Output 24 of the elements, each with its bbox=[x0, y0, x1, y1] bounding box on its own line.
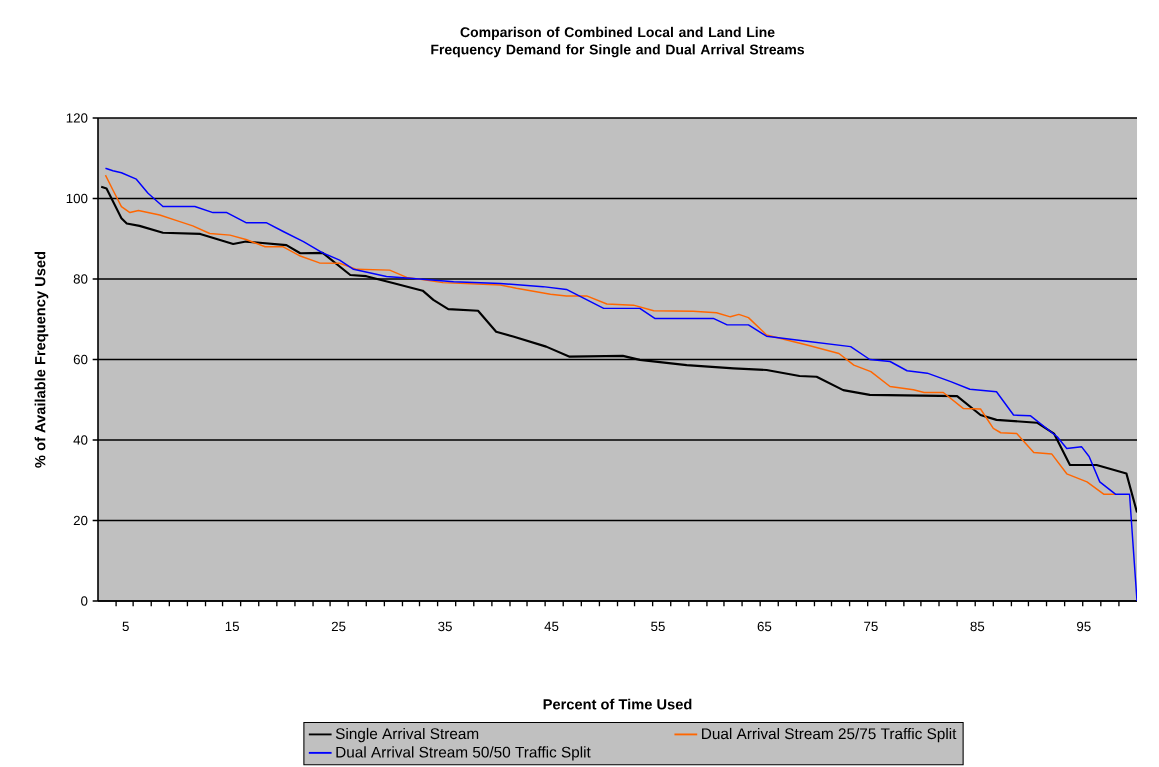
x-axis-title: Percent of Time Used bbox=[543, 698, 692, 710]
y-axis-title: % of Available Frequency Used bbox=[34, 251, 49, 468]
y-tick-label: 60 bbox=[73, 354, 88, 365]
chart-title: Comparison of Combined Local and Land Line Frequency Demand for Single and Dual Arrival Streams bbox=[431, 26, 805, 58]
x-tick-label: 45 bbox=[544, 621, 559, 632]
x-tick-label: 15 bbox=[225, 621, 239, 632]
x-tick-label: 75 bbox=[864, 621, 878, 632]
legend-label: Single Arrival Stream bbox=[335, 727, 479, 743]
x-tick-label: 95 bbox=[1077, 621, 1091, 632]
legend-label: Dual Arrival Stream 50/50 Traffic Split bbox=[336, 746, 591, 761]
y-tick-label: 80 bbox=[73, 274, 88, 284]
x-tick-label: 85 bbox=[970, 621, 985, 632]
y-tick-label: 40 bbox=[73, 435, 88, 445]
y-tick-label: 100 bbox=[66, 193, 88, 204]
x-tick-label: 5 bbox=[122, 621, 129, 632]
line-series bbox=[104, 167, 1138, 601]
x-tick-label: 65 bbox=[757, 621, 772, 632]
legend-label: Dual Arrival Stream 25/75 Traffic Split bbox=[702, 727, 957, 743]
x-tick-label: 35 bbox=[438, 621, 452, 632]
y-tick-label: 0 bbox=[81, 596, 88, 606]
x-tick-label: 55 bbox=[651, 621, 665, 632]
y-tick-label: 120 bbox=[66, 113, 88, 123]
y-tick-label: 20 bbox=[73, 515, 88, 526]
x-tick-label: 25 bbox=[331, 621, 346, 632]
